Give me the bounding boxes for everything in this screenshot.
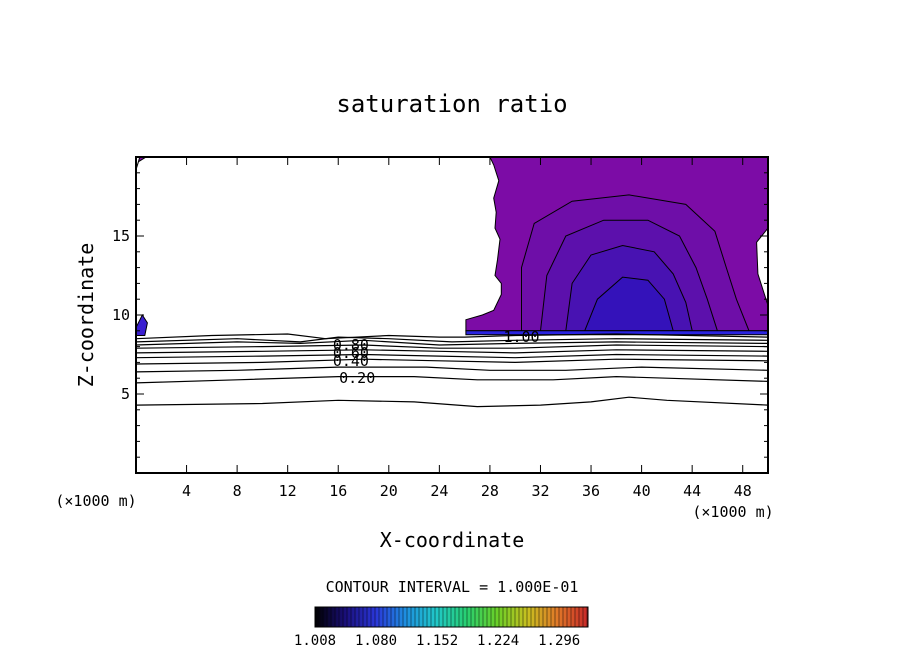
contour-line-0.8: [136, 339, 768, 346]
contour-interval-label: CONTOUR INTERVAL = 1.000E-01: [326, 578, 579, 596]
x-tick-label: 24: [430, 482, 448, 500]
x-tick-label: 44: [683, 482, 701, 500]
contour-line-0.3: [136, 366, 768, 373]
x-unit-right: (×1000 m): [692, 503, 773, 521]
contour-label: 0.60: [333, 344, 369, 362]
x-tick-label: 40: [633, 482, 651, 500]
contour-label: 0.20: [339, 369, 375, 387]
x-tick-label: 36: [582, 482, 600, 500]
x-tick-label: 12: [279, 482, 297, 500]
colorbar-tick-label: 1.224: [477, 633, 519, 649]
contour-label: 0.80: [333, 336, 369, 354]
contour-line-0.9: [136, 336, 768, 343]
contour-label: 0.40: [333, 352, 369, 370]
chart-title: saturation ratio: [336, 90, 567, 118]
x-tick-label: 8: [233, 482, 242, 500]
contour-label: 1.00: [503, 328, 539, 346]
shaded-regions: [136, 157, 768, 336]
colorbar-tick-label: 1.152: [416, 633, 458, 649]
x-tick-label: 28: [481, 482, 499, 500]
colorbar-tick-label: 1.008: [294, 633, 336, 649]
contour-line-0.1: [136, 396, 768, 408]
contour-line-0.2: [136, 375, 768, 384]
y-tick-label: 10: [112, 306, 130, 324]
colorbar-tick-label: 1.080: [355, 633, 397, 649]
contour-line-0.7: [136, 344, 768, 349]
contour-line-0.5: [136, 353, 768, 359]
contour-line-1: [136, 333, 768, 340]
y-axis-label: Z-coordinate: [74, 243, 98, 388]
colorbar-labels: 1.008 1.080 1.152 1.224 1.296: [294, 633, 580, 649]
shaded-region-7: [136, 157, 148, 170]
contour-line-0.6: [136, 349, 768, 354]
x-tick-label: 32: [531, 482, 549, 500]
x-tick-label: 16: [329, 482, 347, 500]
colorbar-tick-label: 1.296: [538, 633, 580, 649]
x-tick-label: 20: [380, 482, 398, 500]
contour-labels: 0.200.400.600.80 1.00: [333, 328, 540, 387]
contour-lines: [136, 333, 768, 408]
y-tick-label: 5: [121, 385, 130, 403]
x-tick-label: 48: [734, 482, 752, 500]
shaded-region-5: [465, 330, 768, 336]
x-axis-ticks: 4 8 12 16 20 24 28 32 36 40 44 48: [182, 157, 752, 500]
x-unit-left: (×1000 m): [55, 492, 136, 510]
y-axis-ticks: 5 10 15: [112, 172, 768, 458]
x-axis-label: X-coordinate: [380, 528, 525, 552]
y-tick-label: 15: [112, 227, 130, 245]
contour-line-0.4: [136, 358, 768, 365]
shaded-region-6: [136, 313, 148, 336]
colorbar-stripes: [318, 607, 588, 627]
x-tick-label: 4: [182, 482, 191, 500]
colorbar: [314, 606, 589, 628]
